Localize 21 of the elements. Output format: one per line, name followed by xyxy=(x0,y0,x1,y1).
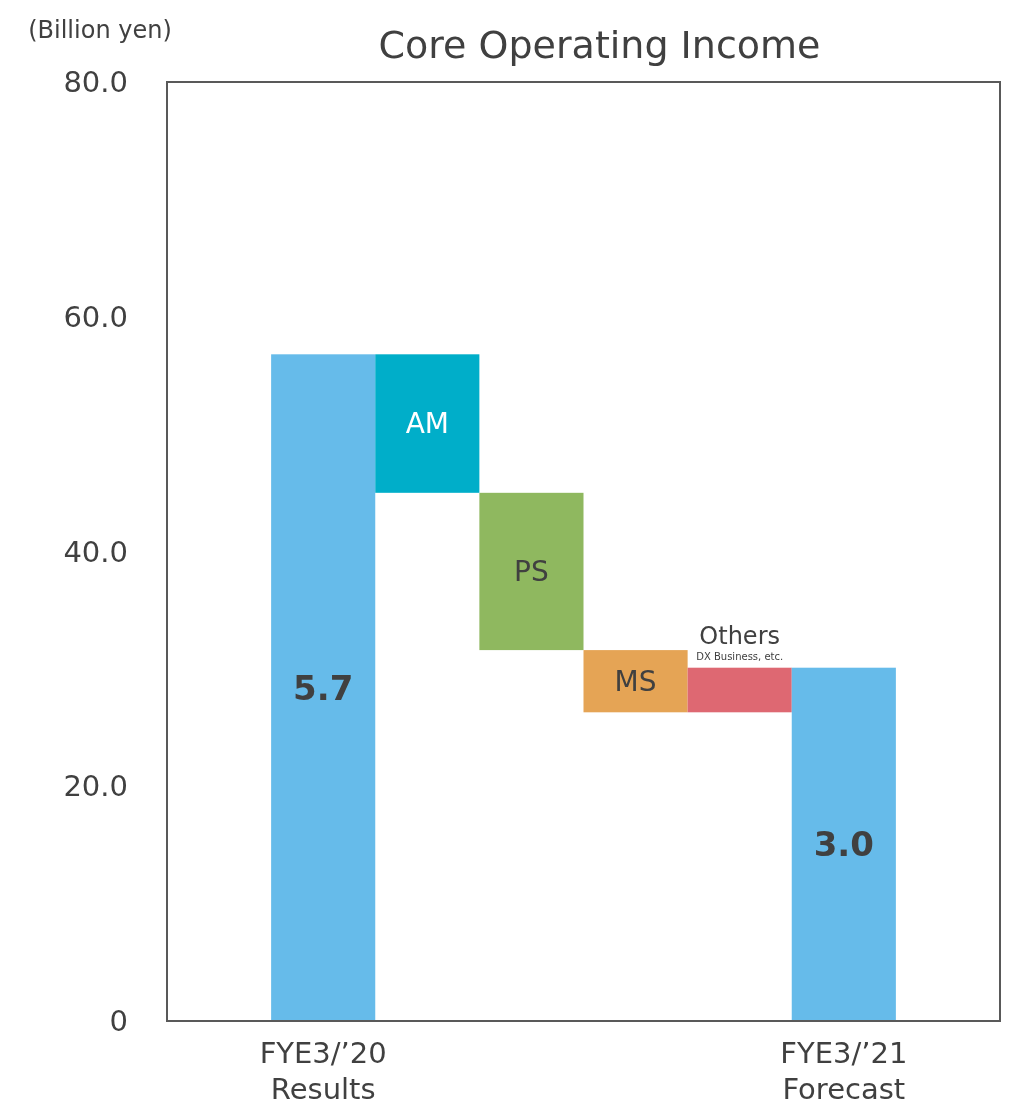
bar xyxy=(271,354,376,1021)
annotation: 3.0 xyxy=(813,824,874,865)
y-tick-label: 60.0 xyxy=(63,299,128,334)
bar xyxy=(375,354,480,493)
annotation: 5.7 xyxy=(293,667,354,708)
bar xyxy=(687,667,792,713)
y-tick-label: 0 xyxy=(109,1004,128,1039)
y-tick-label: 40.0 xyxy=(63,534,128,569)
y-tick-label: 20.0 xyxy=(63,769,128,804)
x-tick-label: FYE3/’20 Results xyxy=(259,1036,387,1106)
data-label: AM xyxy=(405,407,449,441)
bar xyxy=(583,650,688,713)
data-label: MS xyxy=(614,665,657,698)
data-label: Others DX Business, etc. xyxy=(696,621,784,662)
y-tick-label: 80.0 xyxy=(63,65,128,100)
y-axis-title: (Billion yen) xyxy=(28,16,172,44)
bar xyxy=(791,667,896,1021)
x-tick-label: FYE3/’21 Forecast xyxy=(780,1036,908,1106)
data-label: PS xyxy=(514,555,549,589)
bar xyxy=(479,492,584,651)
chart-title: Core Operating Income xyxy=(378,23,821,67)
